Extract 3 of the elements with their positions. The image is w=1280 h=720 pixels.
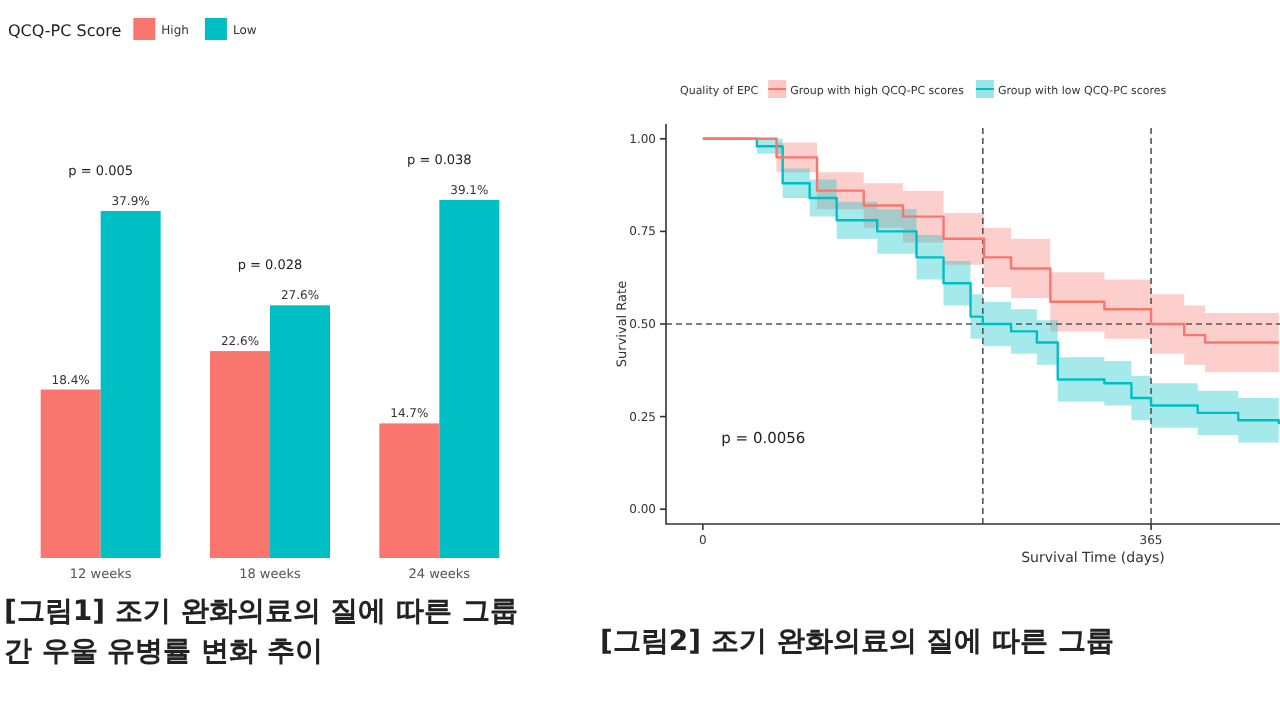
text: [그림2] 조기 완화의료의 질에 따른 그룹 [600, 626, 1114, 658]
legend-title: QCQ-PC Score [8, 22, 122, 40]
text: [그림1] 조기 완화의료의 질에 따른 그룹 간 우울 유병률 변화 추이 [4, 596, 518, 668]
